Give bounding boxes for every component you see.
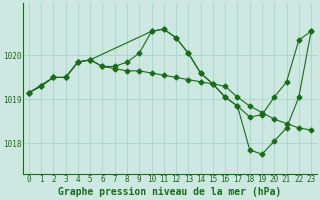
X-axis label: Graphe pression niveau de la mer (hPa): Graphe pression niveau de la mer (hPa) (58, 187, 282, 197)
